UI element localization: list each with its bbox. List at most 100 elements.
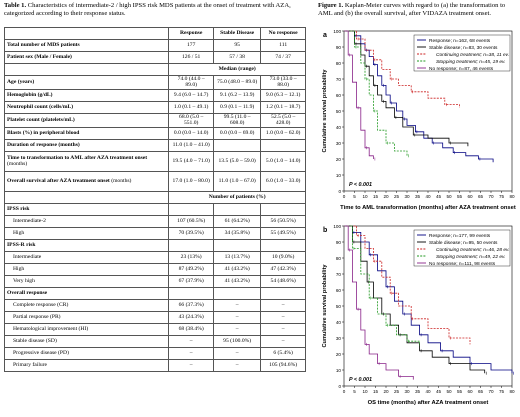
- row-label: Platelet count (platelets/mL): [3, 112, 170, 128]
- y-tick-label: 0: [338, 189, 341, 194]
- table-header-noresponse: No response: [260, 27, 306, 40]
- x-tick-label: 15: [373, 194, 379, 199]
- table-cell: 6.0 (1.0 – 33.0): [260, 170, 306, 192]
- table-row: Blasts (%) in peripheral blood 0.0 (0.0 –…: [3, 126, 306, 140]
- table-cell: 61 (64.2%): [213, 214, 262, 228]
- row-label: Neutrophil count (cells/mL): [3, 100, 170, 114]
- legend-box: [413, 34, 511, 72]
- x-axis-label: Time to AML transformation (months) afte…: [340, 205, 516, 211]
- table-cell: 74.0 (44.0 – 89.0): [168, 75, 215, 90]
- figure-panel-a: a 0 10 20 30 40 50 60 70 80 90 100 0 5 10 15 20 25 30 35 40 4…: [318, 27, 516, 222]
- table-row: Very high 67 (37.9%) 41 (43.2%) 54 (48.6%): [3, 274, 306, 288]
- row-label: Duration of response (months): [3, 138, 170, 152]
- table-row: Overall response: [3, 286, 306, 300]
- y-axis-label: Cumulative survival probability: [322, 264, 328, 348]
- kaplan-meier-chart-b: b 0 10 20 30 40 50 60 70 80 90 100 0 5 10 15 20 25 30 35 40 4…: [322, 224, 515, 406]
- table-cell: 41 (43.2%): [213, 262, 262, 276]
- table-row: Intermediate 23 (13%) 13 (13.7%) 10 (9.0%): [3, 250, 306, 264]
- table-cell: 55 (49.5%): [260, 226, 306, 240]
- survival-curve: [344, 225, 486, 374]
- row-label: High: [3, 262, 170, 276]
- section-blank: [3, 190, 170, 204]
- table-cell: 17.0 (1.0 – 80.0): [168, 170, 215, 192]
- y-tick-label: 30: [336, 336, 342, 341]
- row-label: IPSS risk: [3, 202, 170, 216]
- table-cell: [213, 286, 262, 300]
- row-label: Very high: [3, 274, 170, 288]
- table-cell: –: [213, 298, 262, 312]
- legend-entry: No response; n=87, 46 events: [429, 66, 494, 72]
- row-label-text: Neutrophil count (cells/mL): [7, 104, 74, 111]
- table-cell: 0.9 (0.1 – 11.9): [213, 100, 262, 114]
- section-blank: [3, 63, 170, 76]
- table-cell: [260, 138, 306, 152]
- kaplan-meier-chart-a: a 0 10 20 30 40 50 60 70 80 90 100 0 5 10 15 20 25 30 35 40 4…: [322, 29, 516, 211]
- table-row: Number of patients (%): [3, 190, 306, 204]
- survival-curve: [344, 30, 460, 108]
- y-tick-label: 20: [336, 157, 342, 162]
- table-cell: 6 (5.4%): [260, 346, 306, 360]
- table-row: Neutrophil count (cells/mL) 1.0 (0.1 – 49…: [3, 100, 306, 114]
- x-tick-label: 25: [394, 194, 400, 199]
- table-cell: –: [168, 358, 215, 372]
- table-row: Hemoglobin (g/dL) 9.4 (6.0 – 14.7) 9.1 (6.…: [3, 88, 306, 102]
- table-cell: 9.0 (6.3 – 12.1): [260, 88, 306, 102]
- table-cell: 74 / 37: [260, 51, 306, 64]
- table-cell: –: [213, 322, 262, 336]
- row-label-text: Age (years): [7, 79, 35, 86]
- table-cell: [168, 238, 215, 252]
- y-tick-label: 10: [336, 173, 342, 178]
- row-label: Patient sex (Male / Female): [3, 51, 170, 64]
- table-row: Primary failure – –105 (94.6%): [3, 358, 306, 372]
- x-tick-label: 45: [436, 194, 442, 199]
- row-label-text: Intermediate: [13, 253, 42, 260]
- row-label-text: Overall response: [7, 289, 48, 296]
- table-cell: 11.0 (1.0 – 41.0): [168, 138, 215, 152]
- legend-entry: Continuing treatment; n=38, 11 ev.: [436, 52, 509, 58]
- row-label: Stable disease (SD): [3, 334, 170, 348]
- row-label-text: Stable disease (SD): [13, 337, 57, 344]
- legend-entry: Continuing treatment; n=46, 28 ev.: [436, 247, 509, 253]
- table-row: Duration of response (months) 11.0 (1.0 –…: [3, 138, 306, 152]
- table-row: High 87 (49.2%) 41 (43.2%) 47 (42.3%): [3, 262, 306, 276]
- table-cell: [260, 202, 306, 216]
- table-row: Progressive disease (PD) – –6 (5.4%): [3, 346, 306, 360]
- row-label-unit: (months): [7, 161, 28, 168]
- row-label: Hemoglobin (g/dL): [3, 88, 170, 102]
- table-cell: 87 (49.2%): [168, 262, 215, 276]
- table-header-stable: Stable Disease: [213, 27, 262, 40]
- table-row: Hematological improvement (HI) 68 (38.4%)…: [3, 322, 306, 336]
- panel-letter: b: [323, 227, 327, 234]
- table-cell: 1.0 (0.0 – 62.0): [260, 126, 306, 140]
- x-tick-label: 75: [499, 389, 505, 394]
- table-cell: 57 / 38: [213, 51, 262, 64]
- x-tick-label: 25: [394, 389, 400, 394]
- table-cell: 73.0 (33.0 – 88.0): [260, 75, 306, 90]
- row-label-text: IPSS risk: [7, 205, 30, 212]
- row-label: Overall response: [3, 286, 170, 300]
- table-cell: –: [168, 346, 215, 360]
- row-label-text: Platelet count (platelets/mL): [7, 117, 75, 124]
- row-label: Intermediate-2: [3, 214, 170, 228]
- y-tick-label: 90: [336, 45, 342, 50]
- row-label: High: [3, 226, 170, 240]
- table-cell: 68.0 (5.0 – 551.0): [168, 112, 215, 128]
- row-label-text: Total number of MDS patients: [7, 42, 80, 49]
- row-label-unit: (months): [111, 177, 132, 184]
- table-cell: 47 (42.3%): [260, 262, 306, 276]
- table-row: Patient sex (Male / Female) 126 / 51 57 / …: [3, 51, 306, 64]
- x-tick-label: 55: [457, 194, 463, 199]
- survival-curve: [344, 30, 408, 156]
- x-tick-label: 10: [362, 194, 368, 199]
- survival-curve: [344, 225, 414, 380]
- table-cell: 107 (60.5%): [168, 214, 215, 228]
- x-tick-label: 5: [353, 194, 356, 199]
- p-value-annotation: P < 0.001: [349, 182, 372, 188]
- table-row: Partial response (PR) 43 (24.3%) – –: [3, 310, 306, 324]
- table-cell: 68 (38.4%): [168, 322, 215, 336]
- table-cell: –: [260, 322, 306, 336]
- x-tick-label: 35: [415, 389, 421, 394]
- table-caption: Table 1. Characteristics of intermediate…: [4, 2, 310, 17]
- x-tick-label: 60: [467, 194, 473, 199]
